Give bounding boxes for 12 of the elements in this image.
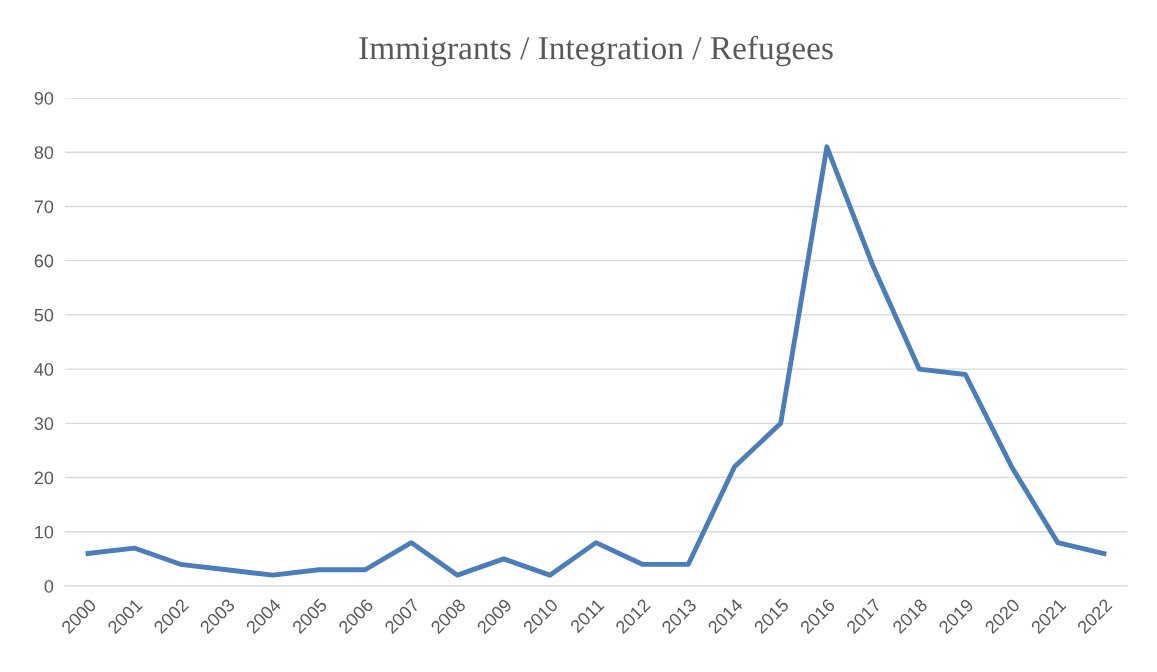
y-tick-label: 40 (34, 363, 54, 376)
y-tick-label: 70 (34, 200, 54, 214)
y-tick-label: 0 (44, 579, 54, 593)
y-tick-label: 90 (34, 91, 54, 105)
y-tick-label: 50 (34, 308, 54, 322)
y-tick-label: 80 (34, 146, 54, 159)
y-tick-label: 30 (34, 417, 54, 431)
line-series (85, 144, 1107, 578)
y-tick-label: 20 (34, 471, 54, 485)
y-tick-label: 10 (35, 525, 54, 539)
y-tick-label: 60 (34, 254, 54, 268)
chart-title: Immigrants / Integration / Refugees (359, 35, 833, 67)
